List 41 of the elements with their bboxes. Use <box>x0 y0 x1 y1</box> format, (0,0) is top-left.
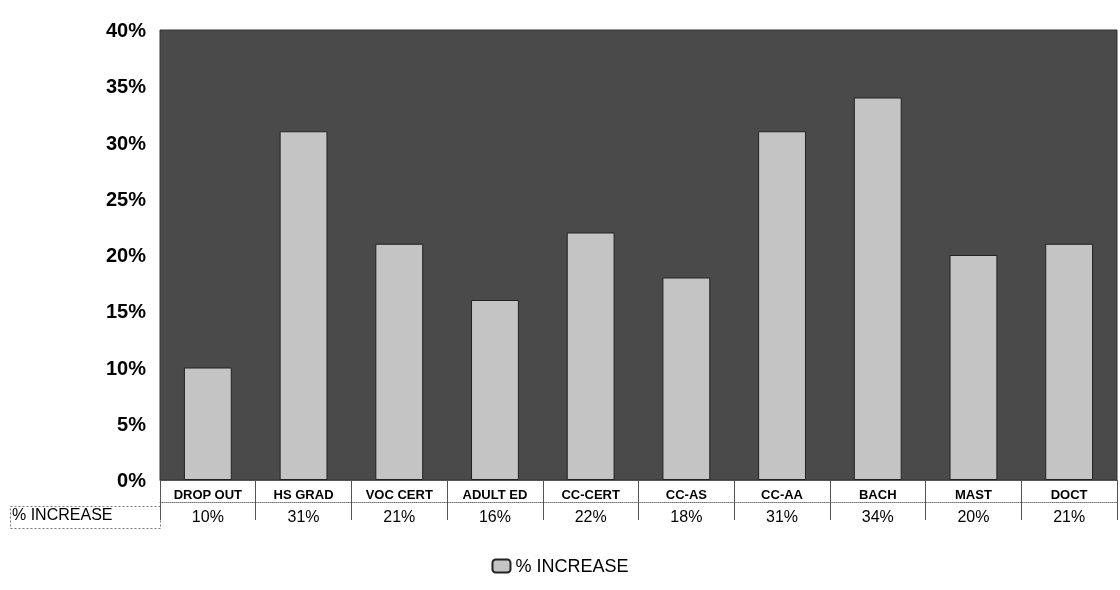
x-tick-label: DOCT <box>1050 487 1088 502</box>
x-tick-label: BACH <box>858 487 897 502</box>
data-label: 10% <box>191 507 224 525</box>
bar <box>662 277 711 480</box>
data-label: 21% <box>383 507 416 525</box>
bar <box>758 131 806 480</box>
y-tick-label: 0% <box>117 469 147 491</box>
x-tick-label: CC-AA <box>761 487 804 502</box>
bar <box>949 255 998 480</box>
y-tick-label: 15% <box>105 300 147 323</box>
bar <box>471 300 519 480</box>
data-label: 22% <box>574 507 607 525</box>
y-tick-label: 25% <box>105 187 147 210</box>
y-tick-label: 30% <box>105 131 147 154</box>
y-tick-label: 10% <box>105 356 147 379</box>
y-tick-label: 40% <box>105 19 147 41</box>
data-label: 34% <box>861 507 894 525</box>
x-tick-label: ADULT ED <box>462 487 528 502</box>
x-tick-label: CC-AS <box>665 487 708 502</box>
bar <box>566 232 615 480</box>
legend-label: % INCREASE <box>515 556 629 576</box>
data-label: 18% <box>670 507 703 525</box>
bar <box>1045 243 1094 480</box>
x-tick-label: VOC CERT <box>365 487 433 502</box>
y-tick-label: 35% <box>105 75 147 98</box>
data-label: 21% <box>1053 507 1086 525</box>
x-tick-label: CC-CERT <box>561 487 620 502</box>
data-label: 16% <box>478 507 511 525</box>
bar <box>853 97 902 480</box>
data-label: 20% <box>957 507 990 525</box>
x-tick-label: MAST <box>955 487 992 502</box>
x-tick-label: HS GRAD <box>273 487 334 502</box>
data-label: 31% <box>766 507 799 525</box>
text: % INCREASE <box>12 505 113 523</box>
bar <box>279 131 328 480</box>
y-tick-label: 20% <box>105 244 147 266</box>
data-label: 31% <box>287 507 320 525</box>
bar <box>375 243 424 480</box>
bar <box>183 367 232 480</box>
x-tick-label: DROP OUT <box>173 487 243 502</box>
y-tick-label: 5% <box>117 412 147 435</box>
